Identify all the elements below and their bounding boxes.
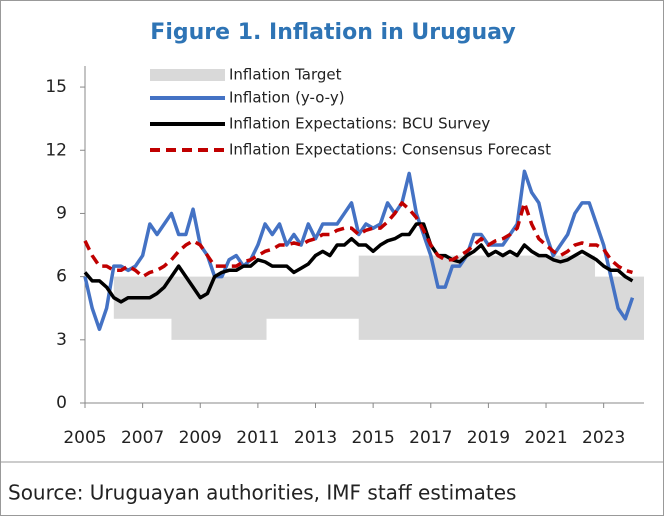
y-tick-label: 3 [56,330,67,350]
legend-label: Inflation Expectations: Consensus Foreca… [229,141,551,159]
legend-label: Inflation (y-o-y) [229,89,345,107]
x-tick-label: 2009 [179,428,222,448]
x-tick-label: 2007 [121,428,164,448]
y-tick-label: 15 [45,77,67,97]
y-tick-label: 12 [45,140,67,160]
legend-label: Inflation Target [229,66,342,84]
y-tick-label: 9 [56,203,67,223]
x-tick-label: 2005 [63,428,106,448]
x-tick-label: 2011 [236,428,279,448]
legend-label: Inflation Expectations: BCU Survey [229,115,490,133]
x-tick-label: 2023 [582,428,625,448]
x-tick-label: 2017 [409,428,452,448]
x-tick-label: 2021 [524,428,567,448]
series-line [83,222,634,304]
legend-swatch [150,69,225,81]
x-tick-label: 2019 [467,428,510,448]
target-band [113,255,644,340]
series-line [83,169,635,332]
y-tick-label: 6 [56,267,67,287]
series-line [83,201,633,279]
source-note: Source: Uruguayan authorities, IMF staff… [8,481,516,505]
chart-title: Figure 1. Inflation in Uruguay [150,20,515,45]
y-tick-label: 0 [56,393,67,413]
x-tick-label: 2015 [352,428,395,448]
x-tick-label: 2013 [294,428,337,448]
